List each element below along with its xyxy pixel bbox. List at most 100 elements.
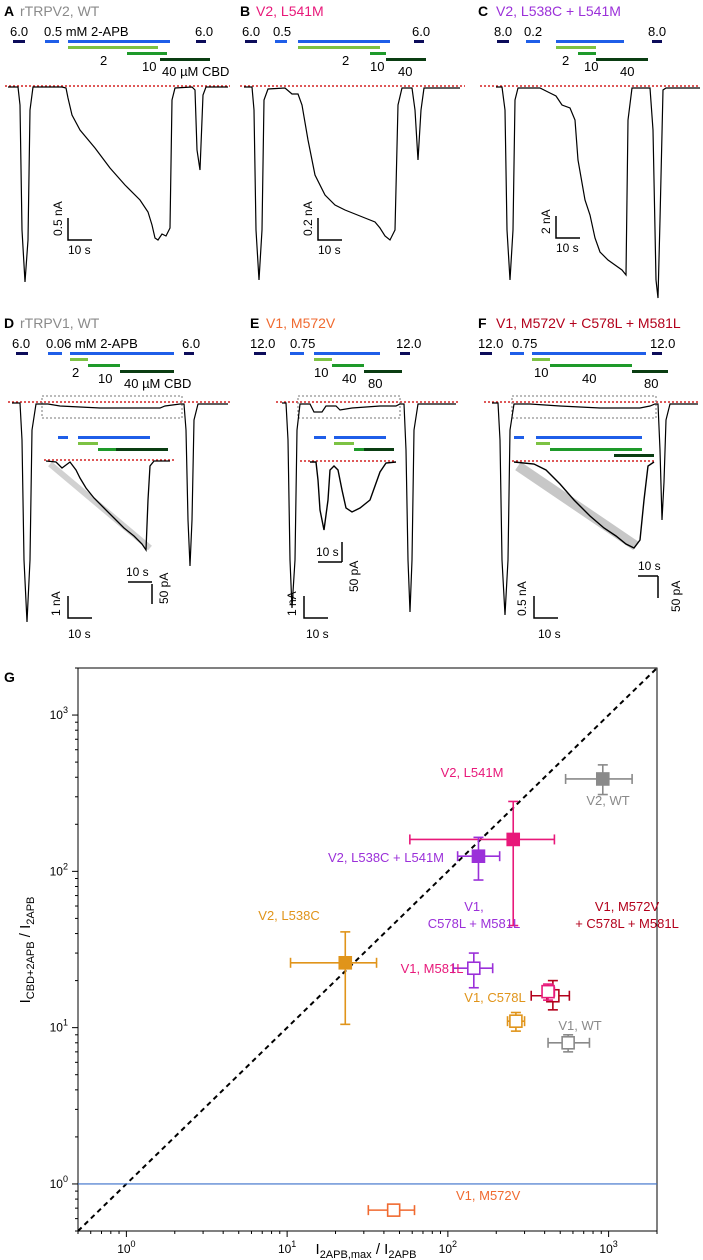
point-label-4: V1, M572V + C578L + M581L <box>575 899 679 931</box>
scale-x-d: 10 s <box>68 627 91 641</box>
point-marker <box>386 1203 401 1217</box>
panel-letter-b: B <box>240 3 250 19</box>
panel-f: F V1, M572V + C578L + M581L 12.0 0.75 10… <box>478 315 700 641</box>
scale-x-b: 10 s <box>318 243 341 257</box>
post-pulse-bar-d <box>184 352 194 355</box>
conc3-bar-c <box>578 52 596 55</box>
panel-b: B V2, L541M 6.0 0.5 2 10 40 6.0 0.2 nA 1… <box>240 3 465 281</box>
inset-conc2-bar-f <box>536 442 550 445</box>
conc1-bar-f-2 <box>532 352 646 355</box>
y-tick-label: 103 <box>50 705 68 722</box>
conc2-bar-b <box>298 46 380 49</box>
scale-y-d: 1 nA <box>49 591 63 616</box>
y-axis-ticks: 100 101 102 103 <box>50 667 78 1232</box>
pre-concentration-b: 6.0 <box>242 24 260 39</box>
scale-x-e: 10 s <box>306 627 329 641</box>
data-point-3 <box>289 931 378 1026</box>
panel-letter-a: A <box>4 3 14 19</box>
point-marker <box>471 849 486 864</box>
conc3-d: 10 <box>98 371 112 386</box>
inset-scale-y-f: 50 pA <box>669 581 683 612</box>
panel-title-f: V1, M572V + C578L + M581L <box>496 315 681 331</box>
inset-conc1-bar-d-1 <box>58 436 68 439</box>
x-tick-label: 103 <box>599 1239 617 1256</box>
conc1-d: 0.06 mM 2-APB <box>46 336 138 351</box>
point-marker <box>506 832 521 847</box>
pre-concentration-f: 12.0 <box>478 336 503 351</box>
post-pulse-bar-c <box>652 40 662 43</box>
conc4-a: 40 µM CBD <box>162 64 229 79</box>
point-marker <box>595 772 610 786</box>
pre-pulse-bar-c <box>497 40 509 43</box>
conc1-bar-f-1 <box>510 352 524 355</box>
conc1-bar-c-2 <box>556 40 624 43</box>
scale-x-f: 10 s <box>538 627 561 641</box>
data-points <box>289 764 633 1217</box>
conc2-bar-c <box>556 46 596 49</box>
conc3-e: 40 <box>342 371 356 386</box>
data-point-9 <box>367 1203 416 1217</box>
conc3-bar-d <box>88 364 120 367</box>
data-point-0 <box>564 764 633 796</box>
conc4-bar-e <box>364 370 402 373</box>
post-pulse-bar-f <box>652 352 662 355</box>
conc3-a: 10 <box>142 59 156 74</box>
conc3-f: 40 <box>582 371 596 386</box>
conc1-bar-e-2 <box>314 352 380 355</box>
conc1-bar-e-1 <box>290 352 304 355</box>
post-pulse-bar-e <box>400 352 410 355</box>
inset-trace-f <box>513 461 655 549</box>
conc3-bar-f <box>550 364 632 367</box>
point-marker <box>561 1035 575 1050</box>
panel-d: D rTRPV1, WT 6.0 0.06 mM 2-APB 2 10 40 µ… <box>4 315 232 641</box>
inset-conc1-bar-d-2 <box>78 436 150 439</box>
inset-conc3-bar-e <box>354 448 364 451</box>
conc4-bar-a <box>160 58 210 61</box>
conc3-b: 10 <box>370 59 384 74</box>
x-tick-label: 100 <box>117 1239 135 1256</box>
point-marker <box>338 955 353 970</box>
inset-conc4-bar-e <box>364 448 394 451</box>
conc1-c: 0.2 <box>524 24 542 39</box>
data-point-4 <box>452 952 494 989</box>
post-pulse-bar-b <box>414 40 424 43</box>
inset-conc1-bar-f-2 <box>536 436 642 439</box>
panel-letter-d: D <box>4 315 14 331</box>
pre-pulse-bar-e <box>254 352 266 355</box>
point-label-8: V1, WT <box>558 1018 601 1033</box>
scale-bar-a <box>67 218 92 241</box>
inset-conc4-bar-d <box>116 448 168 451</box>
conc2-bar-d <box>70 358 88 361</box>
current-trace-c <box>496 86 700 299</box>
current-trace-e <box>282 402 456 613</box>
point-label-2: V2, L538C + L541M <box>328 850 444 865</box>
inset-highlight-box-f <box>511 395 657 419</box>
conc4-bar-d <box>120 370 174 373</box>
inset-conc2-bar-e <box>334 442 354 445</box>
scale-bar-e <box>303 596 328 619</box>
pre-pulse-bar-d <box>16 352 28 355</box>
panel-title-a: rTRPV2, WT <box>20 3 100 19</box>
post-concentration-d: 6.0 <box>182 336 200 351</box>
pre-concentration-a: 6.0 <box>10 24 28 39</box>
x-axis-label: I2APB,max / I2APB <box>316 1241 417 1260</box>
conc1-bar-a-1 <box>45 40 59 43</box>
x-tick-label: 101 <box>278 1239 296 1256</box>
conc2-a: 2 <box>100 53 107 68</box>
inset-scale-y-d: 50 pA <box>157 573 171 604</box>
inset-conc1-bar-e-1 <box>314 436 326 439</box>
panel-title-d: rTRPV1, WT <box>20 315 100 331</box>
data-point-1 <box>409 800 556 927</box>
scale-bar-f <box>533 596 558 619</box>
panel-c: C V2, L538C + L541M 8.0 0.2 2 10 40 8.0 … <box>478 3 700 299</box>
scale-bar-c <box>555 216 580 239</box>
inset-scale-x-f: 10 s <box>638 559 661 573</box>
data-point-7 <box>506 1011 526 1032</box>
inset-scale-x-d: 10 s <box>126 565 149 579</box>
point-label-3: V1, C578L + M581L <box>428 899 520 931</box>
pre-concentration-c: 8.0 <box>494 24 512 39</box>
conc1-bar-b-1 <box>275 40 287 43</box>
conc3-bar-a <box>127 52 167 55</box>
conc2-bar-f <box>532 358 550 361</box>
